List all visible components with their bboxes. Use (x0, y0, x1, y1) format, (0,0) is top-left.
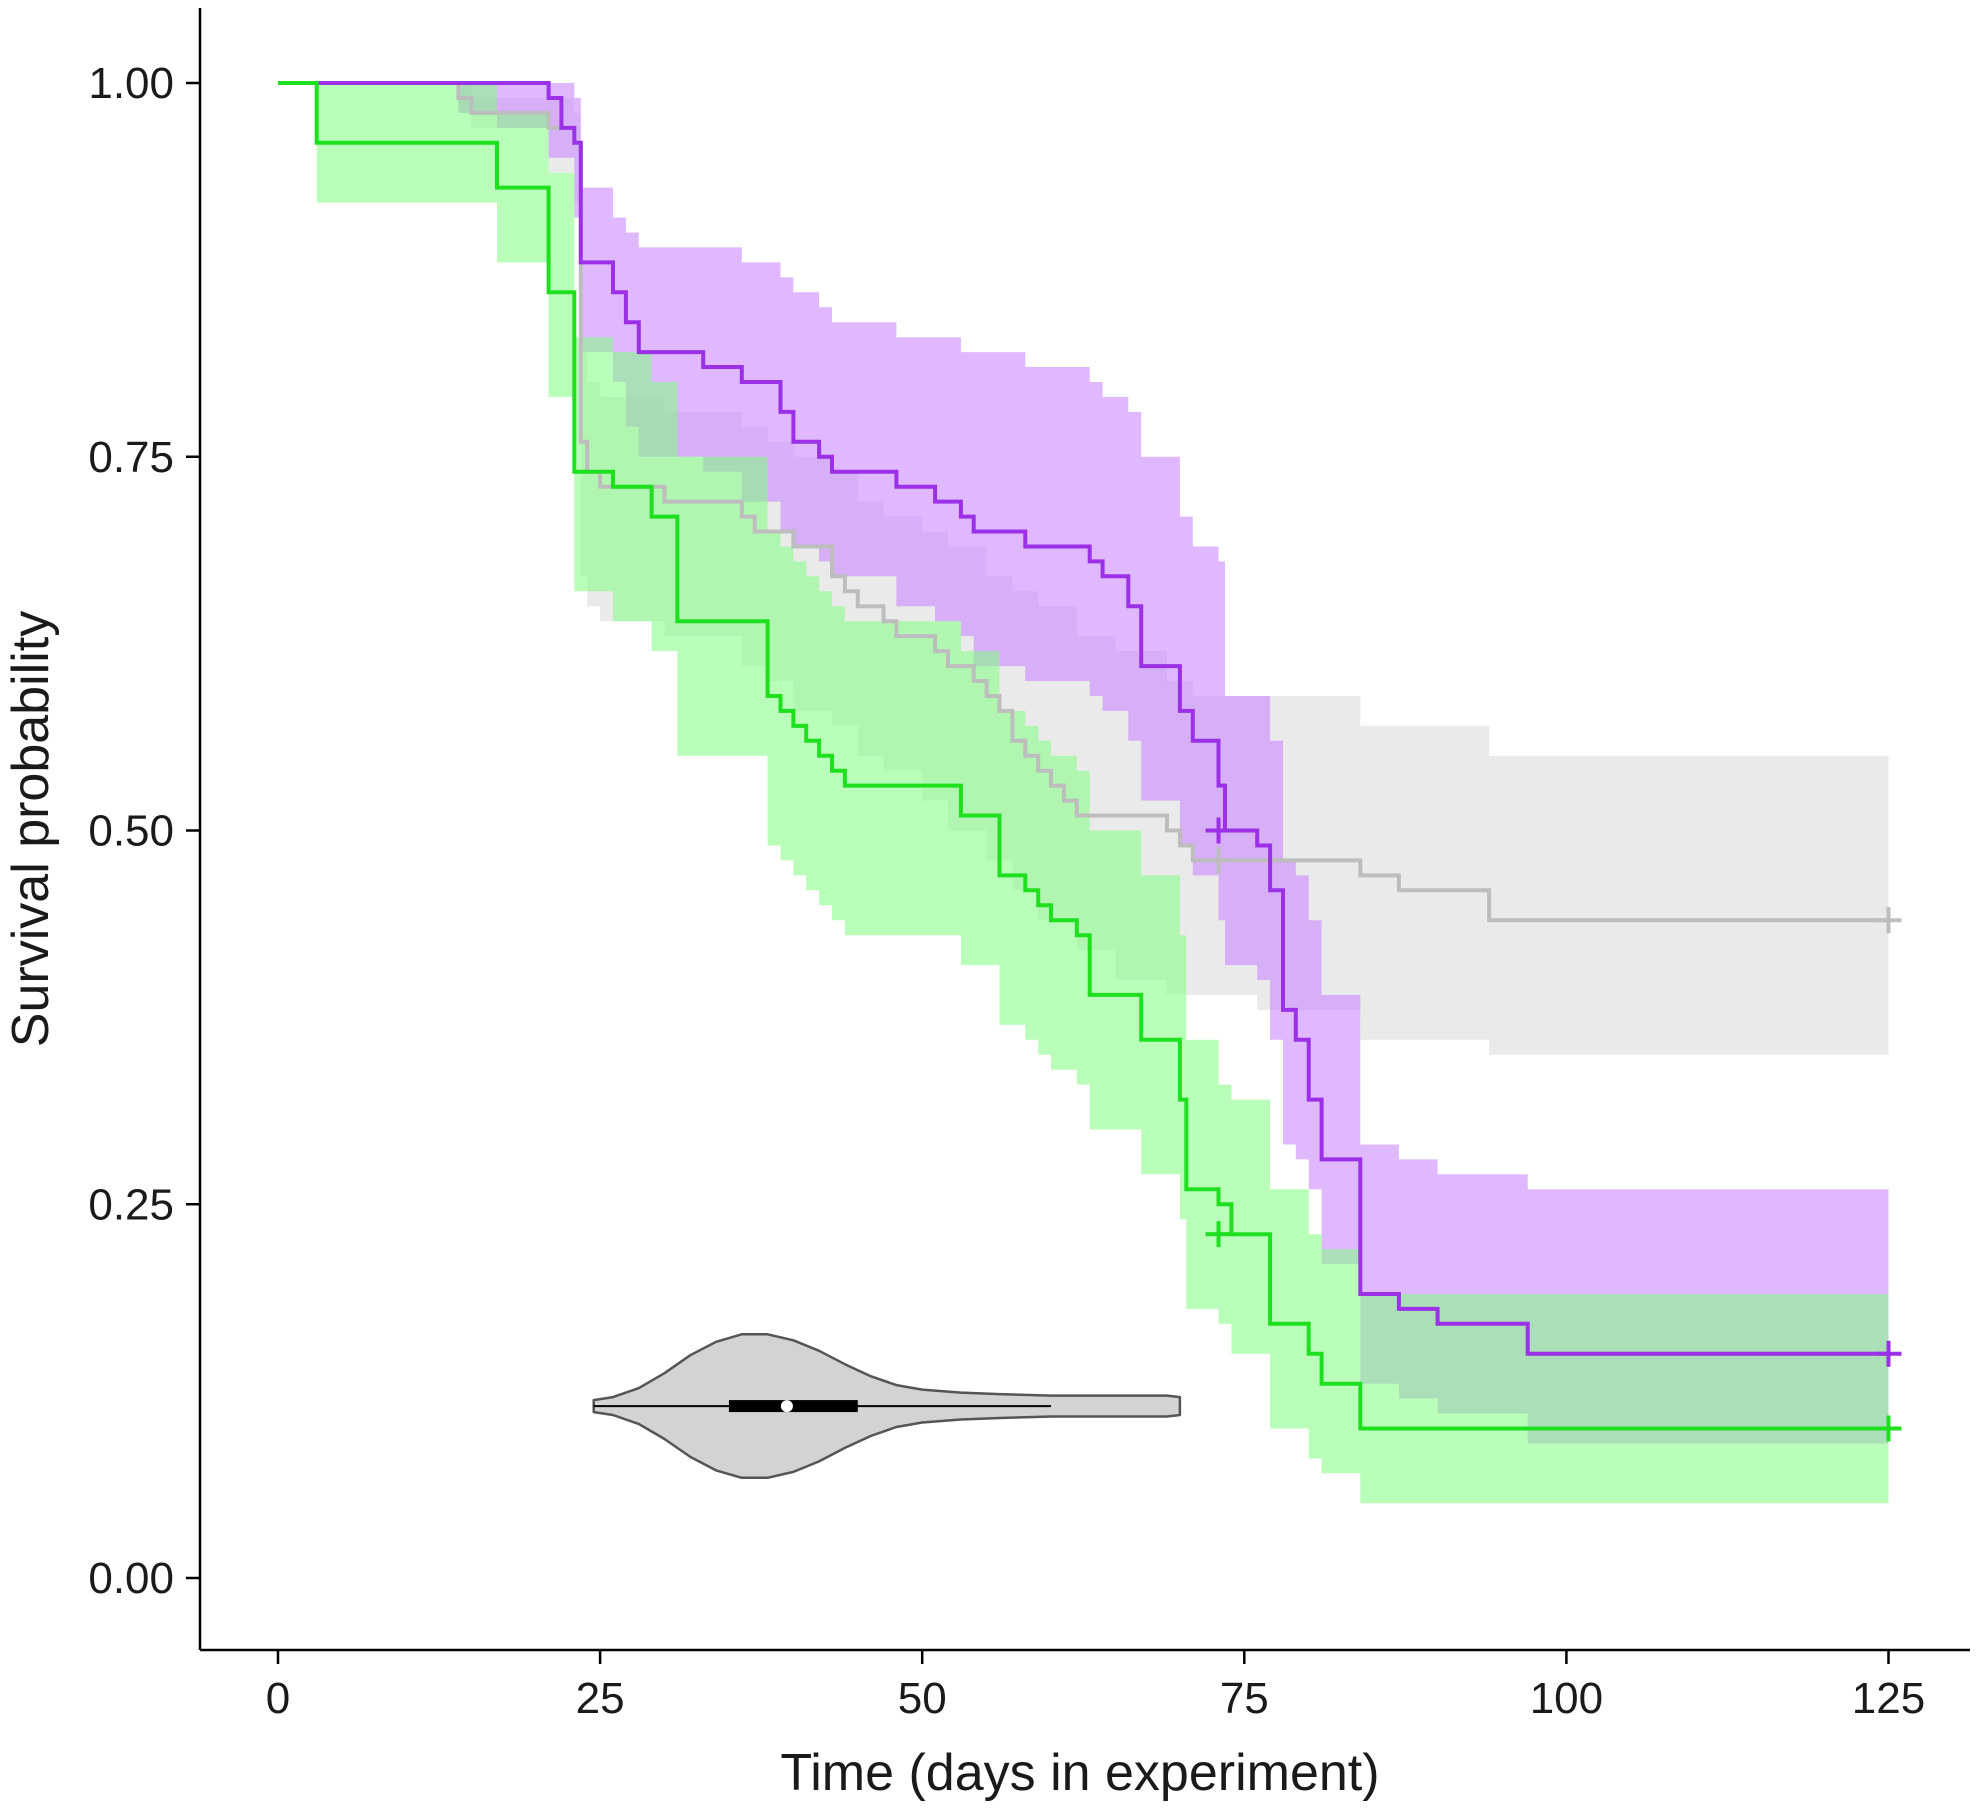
confidence-bands (278, 83, 1889, 1504)
inset-violin-plot (592, 1333, 1182, 1480)
censor-marker (1875, 907, 1902, 934)
survival-curves (278, 81, 1889, 1431)
y-tick-label: 0.25 (88, 1180, 174, 1229)
censor-marker (1205, 847, 1232, 874)
x-tick-label: 50 (898, 1674, 947, 1723)
y-tick-label: 1.00 (88, 59, 174, 108)
violin-median-dot (780, 1400, 793, 1413)
censor-marker (1875, 1415, 1902, 1442)
axis-ticks: 0 25 50 75 100 125 0.00 0.25 0.50 0.75 1.00 (88, 59, 1925, 1723)
censor-marker (1205, 817, 1232, 844)
x-tick-label: 25 (576, 1674, 625, 1723)
censor-markers (1205, 817, 1902, 1442)
x-tick-label: 0 (266, 1674, 290, 1723)
censor-marker (1875, 1340, 1902, 1367)
confidence-band-1 (278, 83, 1889, 1055)
y-tick-label: 0.50 (88, 807, 174, 856)
x-tick-label: 125 (1852, 1674, 1925, 1723)
confidence-band-3 (278, 83, 1889, 1504)
censor-marker (1205, 1221, 1232, 1248)
x-tick-label: 75 (1220, 1674, 1269, 1723)
x-axis-title: Time (days in experiment) (780, 1744, 1379, 1802)
y-tick-label: 0.00 (88, 1554, 174, 1603)
confidence-band-2 (278, 83, 1889, 1444)
survival-curve-2 (278, 81, 1889, 1356)
axes (198, 8, 1970, 1652)
survival-curve-1 (278, 81, 1889, 923)
y-axis-title: Survival probability (2, 611, 60, 1047)
survival-curve-3 (278, 81, 1889, 1431)
x-tick-label: 100 (1530, 1674, 1603, 1723)
y-tick-label: 0.75 (88, 433, 174, 482)
violin-iqr-box (728, 1400, 858, 1413)
